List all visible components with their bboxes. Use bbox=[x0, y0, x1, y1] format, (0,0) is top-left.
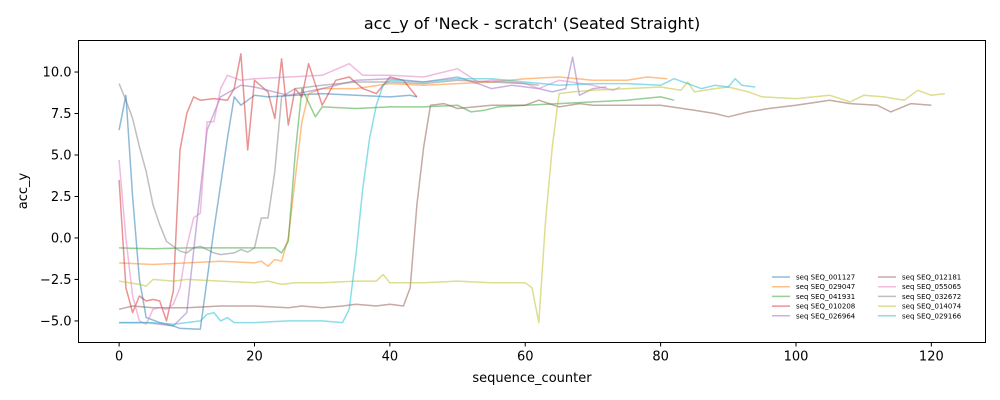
series-line-6 bbox=[118, 62, 621, 325]
legend-label-5: seq SEQ_012181 bbox=[902, 274, 961, 282]
series-line-9 bbox=[119, 77, 756, 325]
x-tick-label-4: 80 bbox=[652, 350, 669, 365]
legend-label-4: seq SEQ_026964 bbox=[796, 312, 856, 320]
y-tick-label-2: 0.0 bbox=[51, 231, 72, 246]
series-lines bbox=[118, 53, 945, 330]
y-axis: −5.0 −2.5 0.0 2.5 5.0 7.5 10.0 bbox=[40, 66, 79, 329]
y-axis-label: acc_y bbox=[16, 172, 31, 209]
x-tick-label-3: 60 bbox=[517, 350, 534, 365]
series-line-0 bbox=[118, 92, 418, 330]
x-tick-label-6: 120 bbox=[919, 350, 944, 365]
x-axis: 0 20 40 60 80 100 120 bbox=[115, 342, 944, 365]
legend-label-6: seq SEQ_055065 bbox=[902, 283, 961, 291]
legend-label-0: seq SEQ_001127 bbox=[796, 274, 855, 282]
series-line-5 bbox=[118, 99, 932, 311]
x-tick-label-5: 100 bbox=[784, 350, 809, 365]
chart-title: acc_y of 'Neck - scratch' (Seated Straig… bbox=[364, 14, 700, 34]
plot-frame bbox=[78, 40, 986, 343]
y-tick-label-0: −5.0 bbox=[40, 314, 72, 329]
series-line-7 bbox=[118, 79, 539, 256]
series-line-1 bbox=[119, 76, 668, 267]
y-tick-label-6: 10.0 bbox=[43, 66, 72, 81]
y-tick-label-4: 5.0 bbox=[51, 148, 72, 163]
x-axis-label: sequence_counter bbox=[472, 371, 592, 386]
y-tick-label-5: 7.5 bbox=[51, 107, 72, 122]
legend-label-9: seq SEQ_029166 bbox=[902, 312, 962, 320]
y-tick-label-3: 2.5 bbox=[51, 190, 72, 205]
series-line-8 bbox=[118, 81, 945, 324]
legend-label-8: seq SEQ_014074 bbox=[902, 303, 962, 311]
legend-label-1: seq SEQ_029047 bbox=[796, 283, 855, 291]
x-tick-label-2: 40 bbox=[382, 350, 399, 365]
legend-label-7: seq SEQ_032672 bbox=[902, 293, 961, 301]
x-tick-label-1: 20 bbox=[246, 350, 263, 365]
legend-label-2: seq SEQ_041931 bbox=[796, 293, 855, 301]
y-tick-label-1: −2.5 bbox=[40, 273, 72, 288]
series-line-3 bbox=[118, 53, 418, 322]
legend-label-3: seq SEQ_010208 bbox=[796, 303, 855, 311]
x-tick-label-0: 0 bbox=[115, 350, 123, 365]
